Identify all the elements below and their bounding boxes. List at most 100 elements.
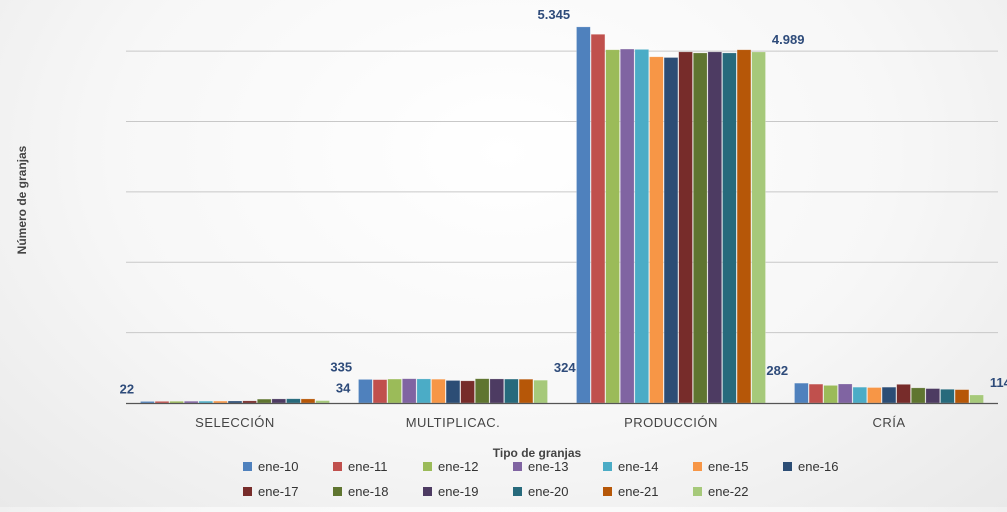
legend-item: ene-10 <box>243 459 298 474</box>
bar <box>401 378 417 404</box>
legend-swatch <box>603 462 612 471</box>
legend-swatch <box>423 462 432 471</box>
bar <box>707 51 723 404</box>
bar <box>213 400 228 404</box>
legend-item: ene-18 <box>333 484 388 499</box>
bar <box>605 49 620 404</box>
bar <box>256 398 272 404</box>
bar <box>940 388 955 404</box>
legend-label: ene-15 <box>708 459 748 474</box>
legend-swatch <box>243 462 252 471</box>
bar <box>242 400 257 404</box>
bar <box>518 378 534 404</box>
legend-label: ene-19 <box>438 484 478 499</box>
bar <box>286 398 301 404</box>
legend-swatch <box>693 462 702 471</box>
legend-item: ene-15 <box>693 459 748 474</box>
bar <box>823 385 838 404</box>
bars <box>140 26 984 404</box>
bar <box>315 400 330 404</box>
data-label: 34 <box>336 381 351 396</box>
data-label: 5.345 <box>538 7 571 22</box>
bar <box>358 379 373 404</box>
bar <box>140 401 155 404</box>
bar <box>722 52 737 404</box>
bar <box>460 380 475 404</box>
legend-item: ene-20 <box>513 484 568 499</box>
bar <box>751 51 766 404</box>
legend-item: ene-16 <box>783 459 838 474</box>
bar <box>692 52 708 404</box>
bar <box>867 387 882 404</box>
legend-swatch <box>423 487 432 496</box>
bar <box>794 382 809 404</box>
bar <box>649 56 664 404</box>
legend-item: ene-17 <box>243 484 298 499</box>
data-label: 114 <box>990 375 1007 390</box>
data-label: 22 <box>120 381 134 396</box>
legend-item: ene-22 <box>693 484 748 499</box>
bar <box>372 379 388 404</box>
bar <box>590 33 606 404</box>
bar <box>271 398 286 404</box>
bar <box>474 378 490 404</box>
legend: ene-10 ene-11 ene-12 ene-13 ene-14 ene-15 ene-… <box>243 459 838 499</box>
legend-swatch <box>333 487 342 496</box>
data-label: 324 <box>554 360 576 375</box>
category-label: CRÍA <box>872 415 905 430</box>
bar <box>619 48 635 404</box>
bar <box>154 401 170 404</box>
bar <box>678 51 693 404</box>
legend-label: ene-22 <box>708 484 748 499</box>
category-labels: SELECCIÓN MULTIPLICAC. PRODUCCIÓN CRÍA <box>195 415 905 430</box>
bar <box>184 400 199 404</box>
legend-label: ene-20 <box>528 484 568 499</box>
category-label: SELECCIÓN <box>195 415 275 430</box>
bar <box>736 49 752 404</box>
bar <box>954 389 970 404</box>
legend-swatch <box>693 487 702 496</box>
bar <box>969 394 984 404</box>
bar <box>837 383 853 404</box>
legend-swatch <box>513 462 522 471</box>
legend-item: ene-14 <box>603 459 658 474</box>
legend-label: ene-21 <box>618 484 658 499</box>
bar <box>896 384 911 404</box>
bar <box>387 378 402 404</box>
bar <box>634 49 650 404</box>
category-label: PRODUCCIÓN <box>624 415 718 430</box>
legend-label: ene-12 <box>438 459 478 474</box>
x-axis-title: Tipo de granjas <box>493 446 582 460</box>
legend-label: ene-18 <box>348 484 388 499</box>
bar <box>925 388 941 404</box>
category-label: MULTIPLICAC. <box>406 415 501 430</box>
bar <box>300 398 316 404</box>
legend-item: ene-13 <box>513 459 568 474</box>
data-label: 4.989 <box>772 32 805 47</box>
bar <box>881 386 897 404</box>
legend-label: ene-13 <box>528 459 568 474</box>
bar <box>808 383 824 404</box>
bar <box>445 380 461 404</box>
legend-swatch <box>243 487 252 496</box>
legend-item: ene-19 <box>423 484 478 499</box>
bar <box>227 400 243 404</box>
gridlines <box>126 50 998 334</box>
bar <box>910 387 926 404</box>
bar <box>489 378 504 404</box>
data-labels: 22 34 335 324 5.345 4.989 282 114 <box>120 7 1007 397</box>
bar <box>504 378 519 404</box>
legend-item: ene-21 <box>603 484 658 499</box>
legend-label: ene-16 <box>798 459 838 474</box>
bar <box>169 401 184 404</box>
legend-swatch <box>603 487 612 496</box>
legend-swatch <box>783 462 792 471</box>
legend-label: ene-14 <box>618 459 658 474</box>
bar <box>533 379 548 404</box>
data-label: 335 <box>330 359 352 374</box>
bar <box>198 400 213 404</box>
bar <box>416 378 431 404</box>
legend-swatch <box>333 462 342 471</box>
